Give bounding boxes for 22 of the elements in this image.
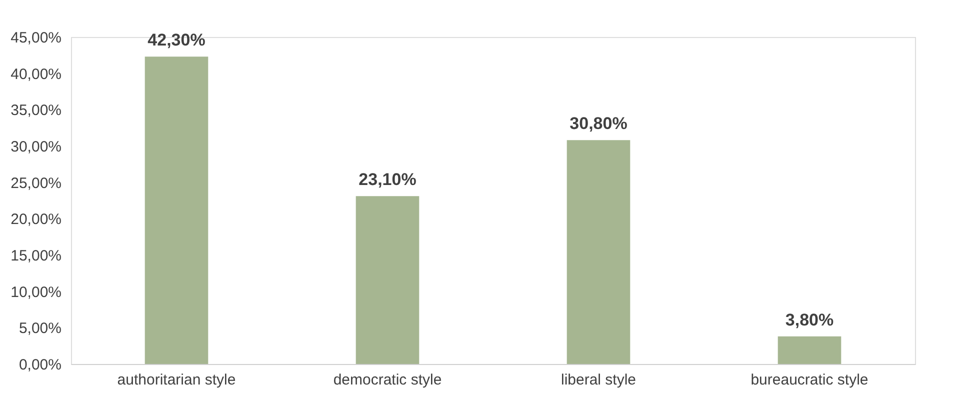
- data-label: 30,80%: [570, 114, 628, 134]
- bar: [356, 196, 420, 364]
- bar: [566, 140, 630, 364]
- x-tick-label: bureaucratic style: [750, 372, 868, 388]
- y-tick-label: 15,00%: [10, 248, 62, 264]
- x-tick-label: liberal style: [560, 372, 636, 388]
- x-tick-label: democratic style: [333, 372, 442, 388]
- y-tick-label: 20,00%: [10, 211, 62, 228]
- data-label: 3,80%: [785, 310, 834, 330]
- y-tick-label: 30,00%: [10, 138, 62, 156]
- y-tick-label: 10,00%: [10, 284, 62, 301]
- x-tick-label: authoritarian style: [117, 372, 236, 388]
- y-tick-label: 5,00%: [18, 320, 62, 338]
- y-tick-label: 40,00%: [10, 66, 62, 83]
- data-label: 42,30%: [148, 30, 206, 50]
- y-tick-label: 35,00%: [10, 102, 62, 120]
- y-tick-label: 0,00%: [18, 356, 62, 374]
- y-tick-label: 45,00%: [10, 30, 62, 46]
- bar: [144, 56, 208, 364]
- data-label: 23,10%: [358, 170, 416, 190]
- y-tick-label: 25,00%: [10, 174, 62, 192]
- bar: [778, 336, 842, 364]
